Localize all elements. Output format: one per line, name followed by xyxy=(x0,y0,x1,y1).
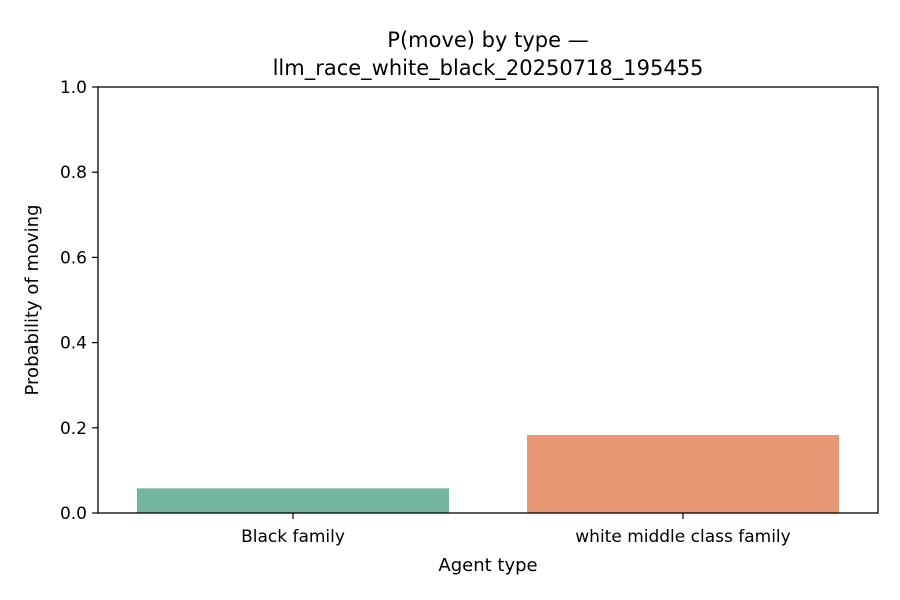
x-tick-label-1: white middle class family xyxy=(575,527,790,547)
chart-title-line-2: llm_race_white_black_20250718_195455 xyxy=(273,56,704,81)
chart-title-line-1: P(move) by type — xyxy=(387,28,588,52)
y-tick-label-3: 0.6 xyxy=(60,248,87,268)
bars-group xyxy=(137,435,839,513)
x-axis-ticks: Black family white middle class family xyxy=(241,513,791,547)
plot-frame xyxy=(97,86,879,514)
y-tick-label-4: 0.8 xyxy=(60,163,87,183)
y-tick-label-2: 0.4 xyxy=(60,334,87,354)
x-tick-label-0: Black family xyxy=(241,527,345,547)
y-axis-ticks: 0.0 0.2 0.4 0.6 0.8 1.0 xyxy=(60,78,98,524)
x-axis-label: Agent type xyxy=(438,555,537,576)
bar-1 xyxy=(527,435,839,513)
bar-0 xyxy=(137,488,449,513)
y-tick-label-5: 1.0 xyxy=(60,78,87,98)
y-tick-label-0: 0.0 xyxy=(60,504,87,524)
y-tick-label-1: 0.2 xyxy=(60,419,87,439)
y-axis-label: Probability of moving xyxy=(22,205,43,396)
